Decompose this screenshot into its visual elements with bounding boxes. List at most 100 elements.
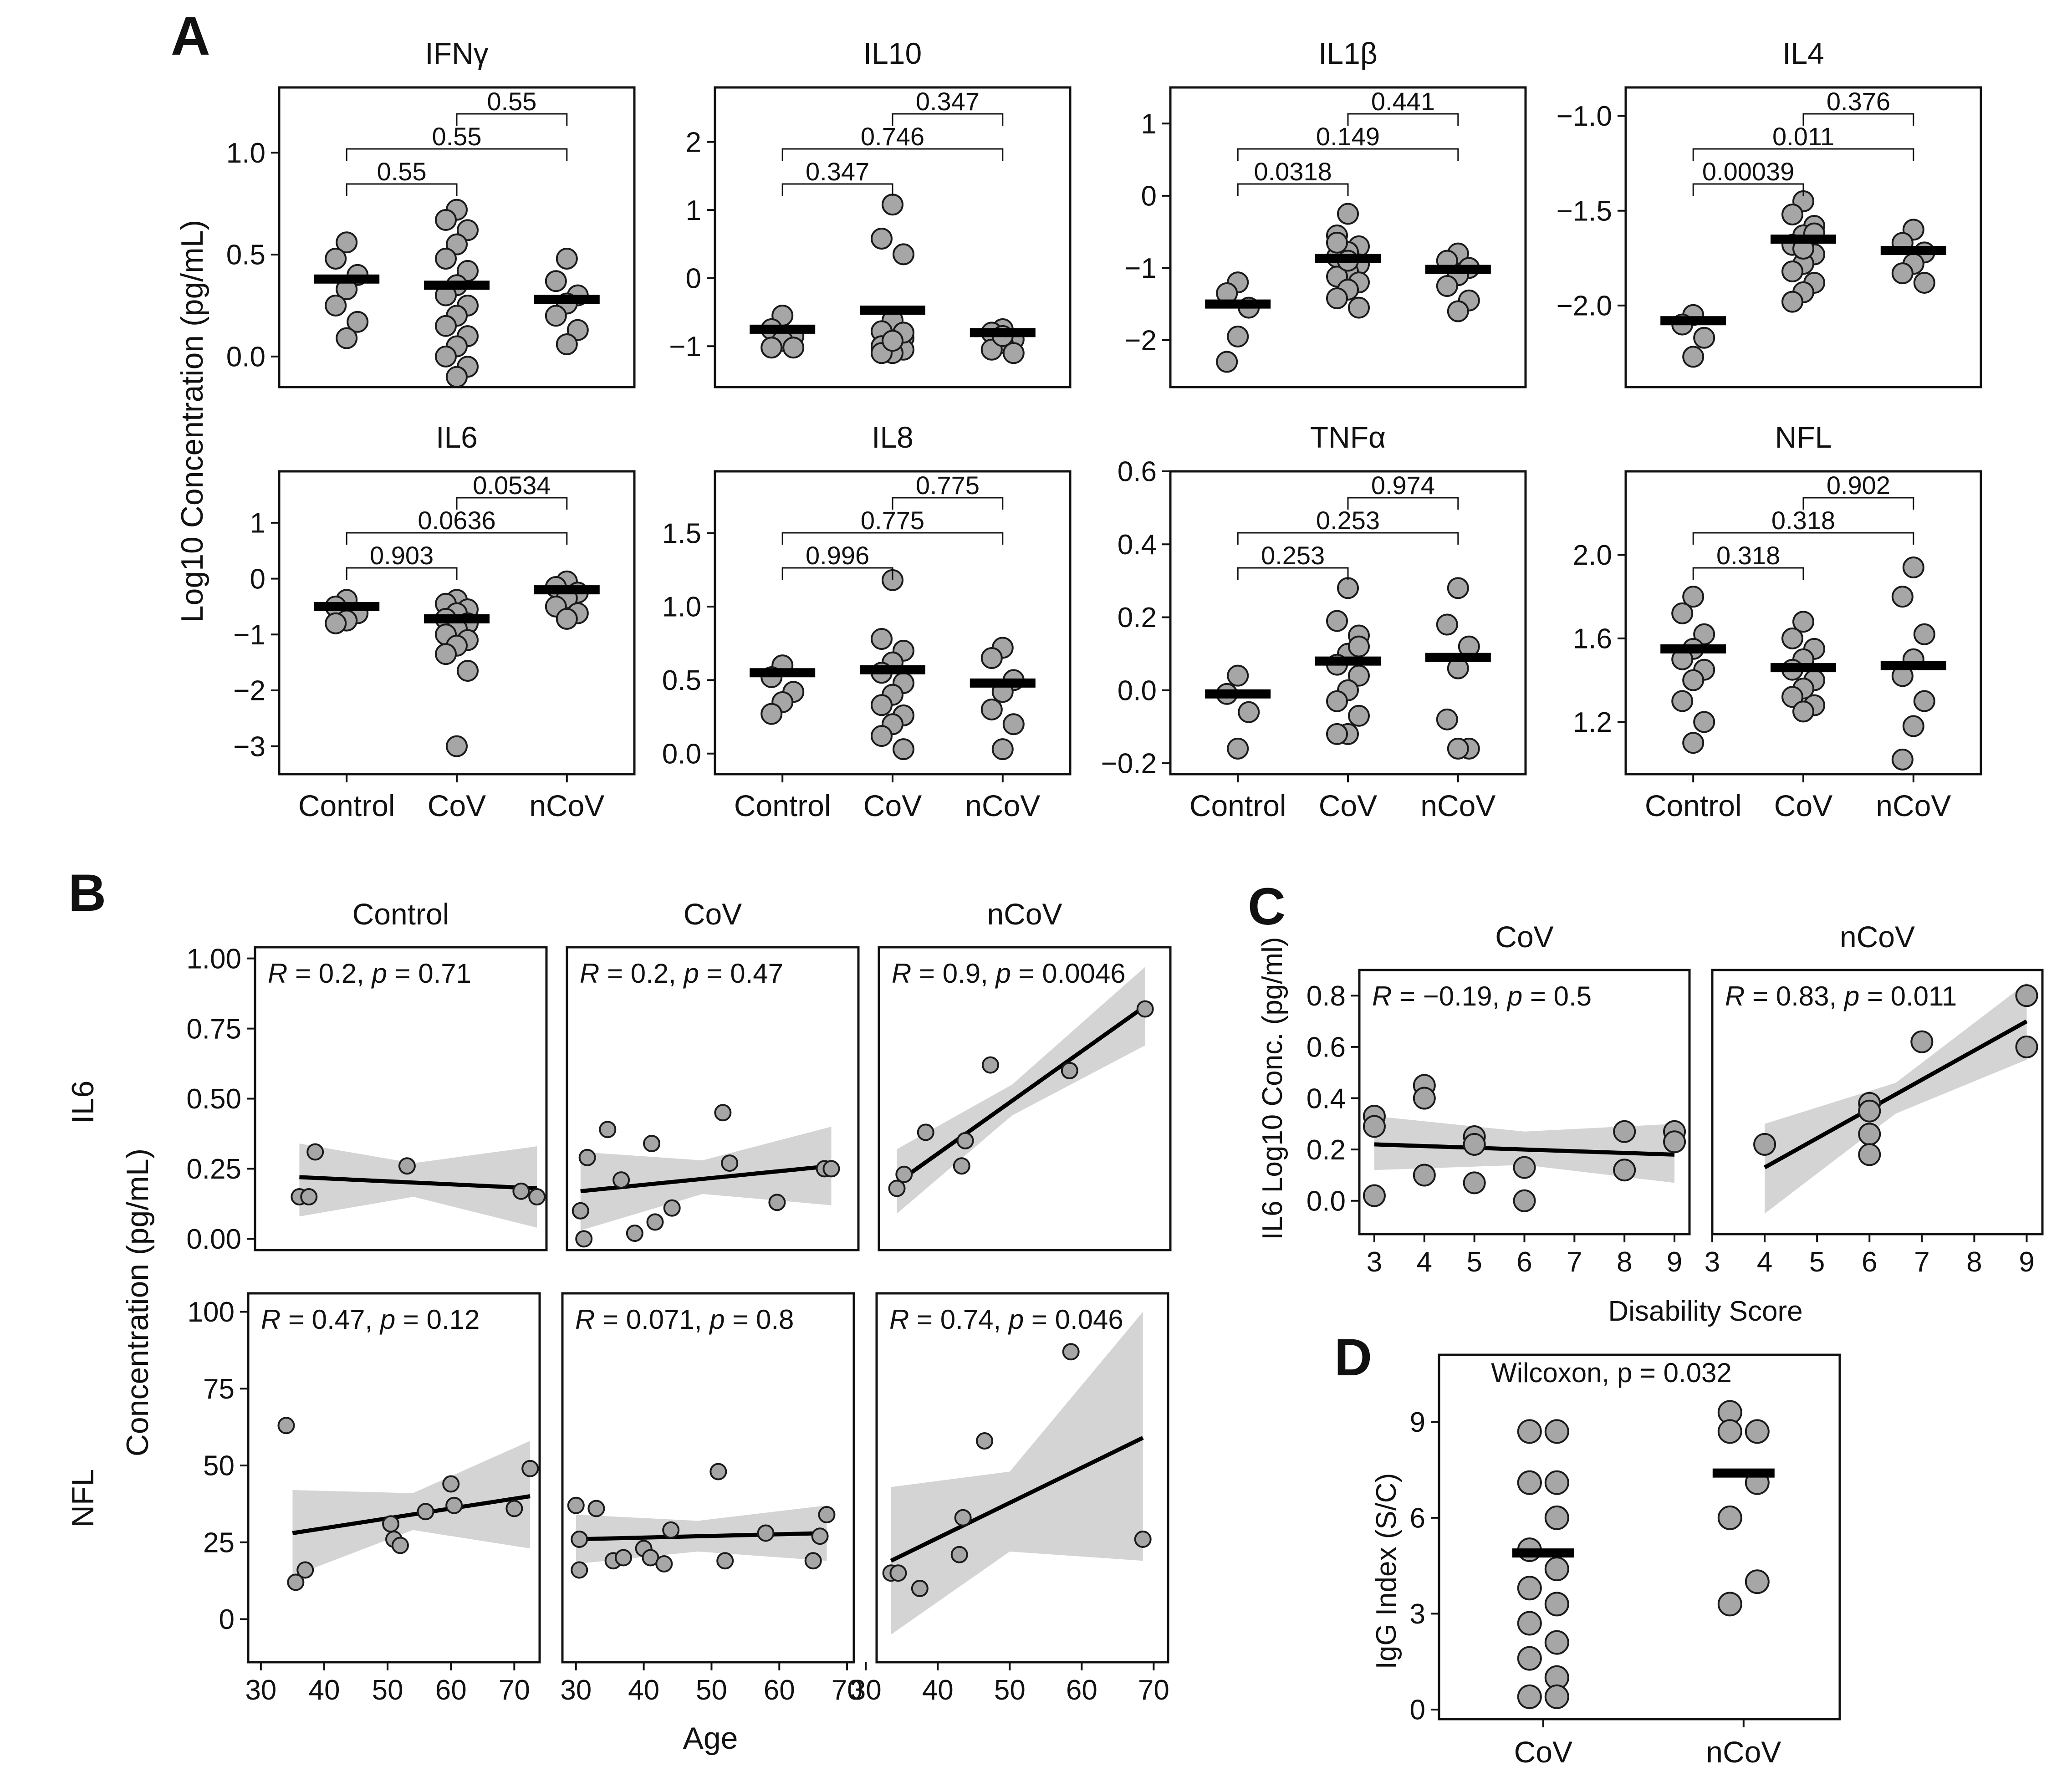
A7-point xyxy=(1227,664,1249,687)
B1-ytick-label: 0.50 xyxy=(186,1083,241,1115)
A5-ytick-label: −2 xyxy=(233,675,265,707)
B5-point xyxy=(716,1552,734,1570)
C1-annotation-part: p xyxy=(1506,981,1522,1011)
panel-a-y-label: Log10 Concentration (pg/mL) xyxy=(175,220,209,623)
A3-point xyxy=(1326,287,1348,309)
B5-xtick-label: 50 xyxy=(696,1675,727,1706)
A8-point xyxy=(1693,711,1715,733)
A2-point xyxy=(893,243,914,265)
C1-point xyxy=(1663,1130,1686,1154)
B4-ytick-label: 50 xyxy=(203,1450,235,1482)
B4-point xyxy=(417,1503,434,1521)
C1-point xyxy=(1413,1087,1436,1110)
A8-bracket xyxy=(1692,567,1804,580)
B6-point xyxy=(889,1564,907,1582)
C2-point xyxy=(1753,1133,1776,1156)
C2-annotation-part: = 0.83, xyxy=(1745,981,1844,1011)
B5-xtick-label: 30 xyxy=(560,1675,592,1706)
A5-point xyxy=(435,643,457,665)
A8-ytick-label: 2.0 xyxy=(1573,540,1612,571)
D-frame xyxy=(1438,1353,1841,1721)
C2-fit-line xyxy=(1763,1019,2028,1169)
A7-bracket xyxy=(1347,497,1459,510)
A7-point xyxy=(1227,737,1249,760)
C1-title: CoV xyxy=(1495,920,1553,954)
B4-point xyxy=(382,1515,400,1533)
C2-xtick-label: 5 xyxy=(1809,1246,1825,1278)
A1-point xyxy=(336,327,358,349)
A4-ytick-label: −1.5 xyxy=(1557,195,1612,227)
A3-point xyxy=(1326,231,1348,254)
A8-point xyxy=(1913,690,1935,712)
A3-pvalue: 0.441 xyxy=(1371,87,1435,116)
D-point xyxy=(1517,1419,1542,1444)
B2-title: CoV xyxy=(684,897,742,931)
C2-xtick-label: 8 xyxy=(1966,1246,1982,1278)
A2-point xyxy=(882,194,903,216)
B4-xtick-label: 50 xyxy=(372,1675,403,1706)
A8-point xyxy=(1682,669,1705,691)
C1-xtick-label: 7 xyxy=(1567,1246,1582,1278)
B1-confidence-band xyxy=(299,1144,537,1228)
B4-point xyxy=(442,1475,460,1493)
A7-point xyxy=(1348,635,1370,658)
A2-point xyxy=(882,330,903,352)
B6-fit-line xyxy=(890,1436,1144,1563)
B5-point xyxy=(567,1496,585,1514)
B4-fit-line xyxy=(292,1494,531,1535)
A4-bracket xyxy=(1692,183,1804,196)
A4-ytick-label: −2.0 xyxy=(1557,291,1612,322)
C1-point xyxy=(1463,1133,1486,1156)
A1-bracket xyxy=(456,113,568,126)
B6-xtick-label: 60 xyxy=(1066,1675,1097,1706)
B3-point xyxy=(953,1157,970,1175)
A2-pvalue: 0.347 xyxy=(916,87,980,116)
A7-ytick-label: −0.2 xyxy=(1101,748,1157,780)
B6-annotation-part: = 0.74, xyxy=(909,1304,1009,1335)
B2-point xyxy=(599,1121,617,1139)
A8-xtick-label: Control xyxy=(1645,789,1742,822)
A6-ytick-label: 0.5 xyxy=(662,665,701,696)
B3-point xyxy=(1136,1000,1154,1018)
A7-xtick-label: Control xyxy=(1189,789,1286,822)
A6-point xyxy=(760,703,783,725)
A8-point xyxy=(1792,700,1814,723)
A1-ytick-label: 0.5 xyxy=(226,240,265,271)
B6-point xyxy=(911,1580,929,1597)
B4-confidence-band xyxy=(292,1441,531,1576)
A2-ytick-label: 1 xyxy=(686,195,701,226)
A7-point xyxy=(1337,577,1359,599)
D-point xyxy=(1717,1505,1742,1530)
A2-ytick-label: −1 xyxy=(669,331,701,362)
B3-frame xyxy=(878,946,1172,1251)
A5-bracket xyxy=(346,567,458,580)
C2-xtick-label: 9 xyxy=(2019,1246,2034,1278)
A1-frame xyxy=(278,86,636,388)
C1-annotation: R = −0.19, p = 0.5 xyxy=(1372,981,1592,1011)
A1-point xyxy=(336,231,358,254)
B5-xtick-label: 40 xyxy=(628,1675,659,1706)
A8-point xyxy=(1693,623,1715,645)
A6-point xyxy=(980,647,1003,669)
A4-point xyxy=(1781,204,1803,226)
B1-point xyxy=(300,1188,318,1206)
A8-title: NFL xyxy=(1775,420,1832,454)
D-xtick-label: CoV xyxy=(1514,1735,1572,1769)
D-xtick-label: nCoV xyxy=(1706,1735,1781,1769)
C1-xtick-label: 3 xyxy=(1367,1246,1382,1278)
panel-b-y-label: Concentration (pg/mL) xyxy=(120,1149,155,1457)
D-point xyxy=(1517,1576,1542,1601)
B3-annotation-part: = 0.0046 xyxy=(1011,958,1126,989)
A8-bracket xyxy=(1692,532,1914,545)
A3-title: IL1β xyxy=(1318,36,1378,70)
A6-bracket xyxy=(892,497,1004,510)
B2-point xyxy=(575,1230,593,1248)
A4-point xyxy=(1682,346,1705,368)
A5-ytick-label: 1 xyxy=(250,508,265,539)
D-point xyxy=(1717,1592,1742,1617)
C2-point xyxy=(1858,1123,1881,1146)
A2-point xyxy=(760,337,783,359)
D-point xyxy=(1544,1505,1569,1530)
panel-b-x-label: Age xyxy=(683,1721,738,1756)
B5-point xyxy=(571,1561,588,1579)
